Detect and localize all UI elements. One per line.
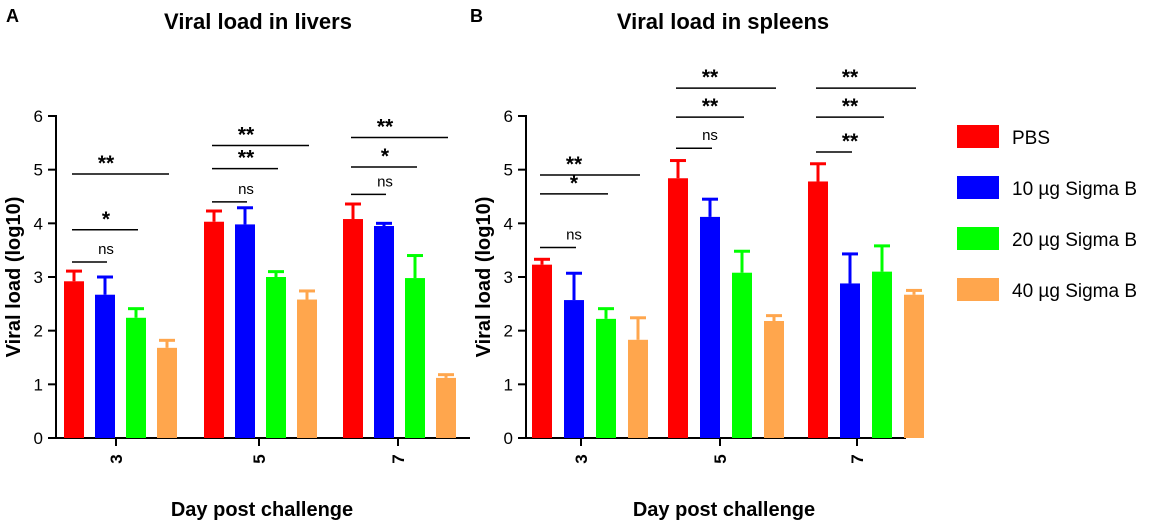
- chart-title: Viral load in livers: [164, 9, 352, 34]
- significance-label: **: [377, 115, 394, 138]
- bar: [266, 277, 286, 438]
- bar: [204, 221, 224, 438]
- significance-label: **: [842, 130, 859, 153]
- bar: [532, 264, 552, 438]
- legend-label: 40 µg Sigma B: [1012, 281, 1137, 302]
- y-tick-label: 1: [34, 375, 43, 394]
- legend-swatch: [957, 227, 999, 250]
- chart-title: Viral load in spleens: [617, 9, 829, 34]
- bar: [764, 321, 784, 438]
- legend-swatch: [957, 125, 999, 148]
- y-tick-label: 4: [504, 214, 513, 233]
- significance-label: ns: [377, 173, 393, 190]
- y-tick-label: 2: [504, 322, 513, 341]
- bar: [126, 317, 146, 438]
- bar: [95, 294, 115, 438]
- bar: [235, 224, 255, 438]
- bar: [732, 272, 752, 438]
- legend-swatch: [957, 176, 999, 199]
- x-tick-label: 3: [107, 454, 126, 463]
- bar: [872, 271, 892, 438]
- panel-a: A Viral load in livers 0 1 2 3 4 5 6 Viral load (…: [3, 6, 470, 521]
- significance-label: ns: [702, 127, 718, 144]
- bar: [904, 294, 924, 438]
- bar: [405, 278, 425, 438]
- significance-label: **: [702, 66, 719, 89]
- y-tick-label: 2: [34, 322, 43, 341]
- significance-label: ns: [566, 226, 582, 243]
- bar: [840, 283, 860, 438]
- significance-label: *: [381, 145, 390, 168]
- bar: [157, 347, 177, 438]
- significance-label: **: [566, 153, 583, 176]
- significance-label: **: [238, 147, 255, 170]
- y-axis-label: Viral load (log10): [473, 197, 495, 358]
- x-tick-label: 5: [711, 454, 730, 463]
- y-tick-label: 0: [34, 429, 43, 448]
- significance-label: **: [238, 124, 255, 147]
- y-tick-label: 3: [504, 268, 513, 287]
- y-tick-label: 3: [34, 268, 43, 287]
- y-tick-label: 5: [34, 161, 43, 180]
- significance-label: *: [102, 208, 111, 231]
- panel-b: B Viral load in spleens 0 1 2 3 4 5 6 Viral load …: [470, 6, 924, 521]
- y-tick-label: 6: [504, 107, 513, 126]
- x-tick-label: 3: [572, 454, 591, 463]
- legend-label: PBS: [1012, 128, 1050, 149]
- y-tick-label: 0: [504, 429, 513, 448]
- bar: [374, 226, 394, 438]
- legend-label: 10 µg Sigma B: [1012, 179, 1137, 200]
- bar: [297, 299, 317, 438]
- significance-label: **: [98, 152, 115, 175]
- legend-swatch: [957, 278, 999, 301]
- x-axis-label: Day post challenge: [633, 499, 815, 521]
- x-tick-label: 7: [848, 454, 867, 463]
- legend-label: 20 µg Sigma B: [1012, 230, 1137, 251]
- y-tick-label: 4: [34, 214, 43, 233]
- bar: [343, 219, 363, 438]
- x-tick-label: 5: [250, 454, 269, 463]
- significance-label: ns: [98, 241, 114, 258]
- y-tick-label: 1: [504, 375, 513, 394]
- x-tick-label: 7: [389, 454, 408, 463]
- bar: [808, 181, 828, 438]
- bar: [564, 300, 584, 438]
- bar: [596, 318, 616, 438]
- significance-label: *: [570, 172, 579, 195]
- bar: [436, 377, 456, 438]
- significance-label: ns: [238, 181, 254, 198]
- bar: [700, 216, 720, 438]
- y-tick-label: 6: [34, 107, 43, 126]
- y-axis-label: Viral load (log10): [3, 197, 25, 358]
- panel-letter: B: [470, 6, 483, 26]
- y-tick-label: 5: [504, 161, 513, 180]
- legend: PBS 10 µg Sigma B 20 µg Sigma B 40 µg Sigma…: [957, 125, 1137, 302]
- panel-letter: A: [6, 6, 19, 26]
- significance-label: **: [702, 95, 719, 118]
- significance-label: **: [842, 95, 859, 118]
- bar: [628, 339, 648, 438]
- x-axis-label: Day post challenge: [171, 499, 353, 521]
- bar: [668, 178, 688, 438]
- significance-label: **: [842, 66, 859, 89]
- bar: [64, 281, 84, 438]
